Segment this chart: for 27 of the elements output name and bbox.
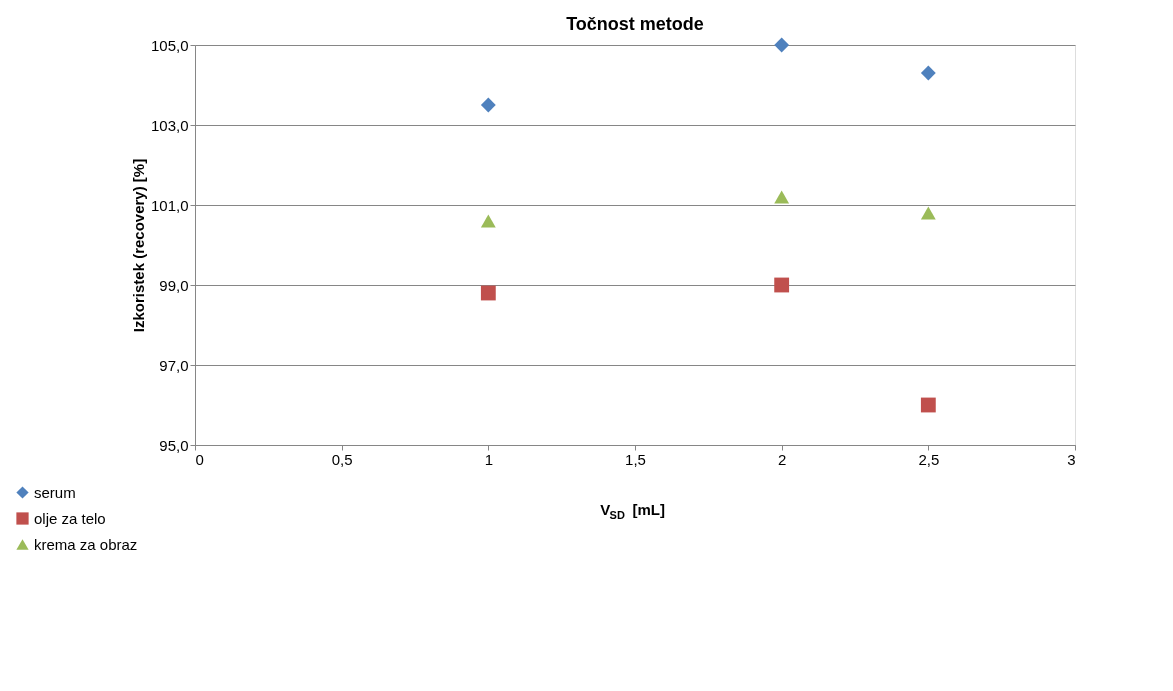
y-tick-label: 101,0 — [150, 196, 189, 214]
point — [480, 97, 496, 113]
legend-label: serum — [34, 483, 76, 501]
point — [480, 214, 496, 228]
legend-label: krema za obraz — [34, 535, 138, 553]
x-tick-label: 1,5 — [625, 450, 646, 468]
y-axis-title: Izkoristek (recovery) [%] — [129, 158, 147, 333]
y-tick-label: 97,0 — [159, 356, 189, 374]
y-tick-label: 103,0 — [150, 116, 189, 134]
chart-title: Točnost metode — [566, 13, 704, 34]
y-tick-label: 99,0 — [159, 276, 189, 294]
point — [774, 277, 790, 293]
point — [774, 37, 790, 53]
y-tick-label: 105,0 — [150, 36, 189, 54]
x-tick-label: 0,5 — [331, 450, 353, 468]
y-tick-label: 95,0 — [159, 436, 189, 454]
legend-label: olje za telo — [34, 509, 106, 527]
x-tick-label: 1 — [484, 450, 494, 468]
point — [920, 65, 936, 81]
x-tick-label: 3 — [1067, 450, 1076, 468]
point — [920, 397, 936, 413]
x-tick-label: 0 — [195, 450, 204, 468]
x-tick-label: 2,5 — [918, 450, 940, 468]
point — [920, 206, 936, 220]
point — [774, 190, 790, 204]
x-tick-label: 2 — [777, 450, 787, 468]
point — [480, 285, 496, 301]
